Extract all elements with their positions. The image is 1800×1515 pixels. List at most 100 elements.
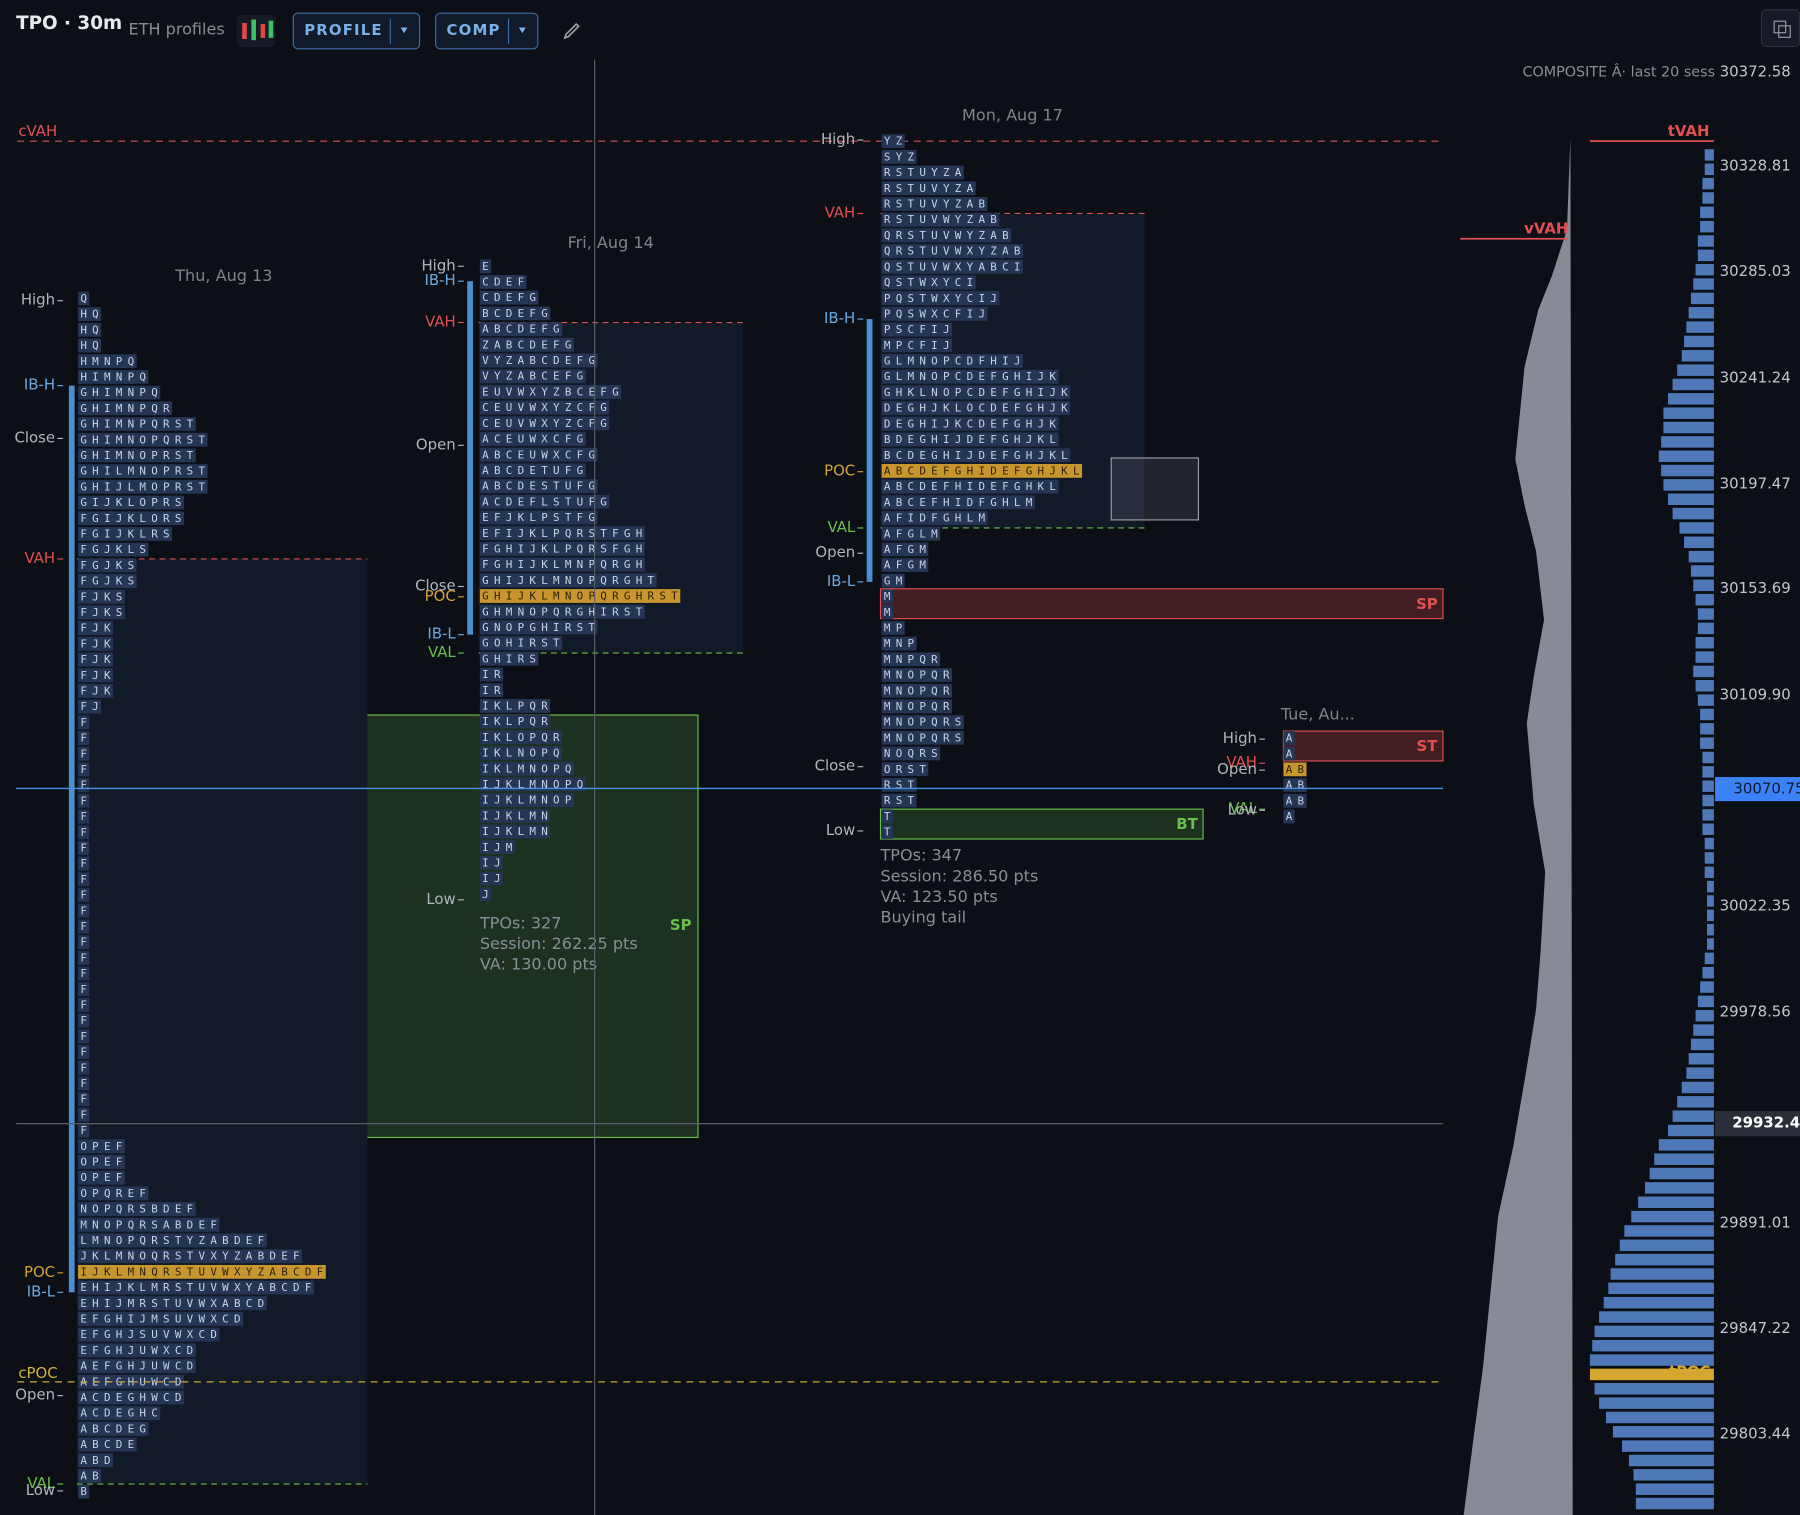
tpo-row: ABCDE xyxy=(80,1438,139,1451)
level-label: Open xyxy=(15,1386,55,1404)
level-label: VAH xyxy=(24,549,55,567)
composite-bar xyxy=(1589,1368,1714,1381)
tpo-row: FGHIJKLPQRSFGH xyxy=(482,542,647,555)
composite-bar xyxy=(1700,737,1714,749)
tpo-row: FJKS xyxy=(80,590,127,603)
tpo-row-bg xyxy=(78,1013,90,1028)
tpo-row-bg xyxy=(479,290,539,305)
level-label: High xyxy=(21,291,55,309)
tpo-row-bg xyxy=(479,353,598,368)
tpo-row-bg xyxy=(78,1170,125,1185)
composite-bar xyxy=(1672,507,1714,520)
level-label: Close xyxy=(415,576,456,594)
tpo-row: EFGHJUWXCD xyxy=(80,1344,198,1357)
tpo-row: GNOPGHIRST xyxy=(482,621,600,634)
tpo-row: GLMNOPCDEFGHIJK xyxy=(884,370,1061,383)
composite-bar xyxy=(1704,149,1714,161)
dropdown-arrow[interactable] xyxy=(518,27,526,34)
annotation-box xyxy=(879,588,1444,620)
tpo-row-bg xyxy=(881,197,988,211)
tpo-row: A xyxy=(1286,810,1298,823)
cpoc-label: cPOC xyxy=(18,1364,57,1382)
tpo-row: OPEF xyxy=(80,1171,127,1184)
level-label: VAH xyxy=(1226,753,1257,771)
tpo-row-bg xyxy=(78,1060,90,1075)
composite-bar xyxy=(1695,1010,1714,1022)
composite-bar xyxy=(1697,608,1714,620)
tpo-row: EFGHIJMSUVWXCD xyxy=(80,1313,245,1326)
tpo-row: FJK xyxy=(80,685,115,698)
tpo-row: GOHIRST xyxy=(482,637,565,650)
tpo-row: F xyxy=(80,904,92,917)
comp-button[interactable]: COMP xyxy=(435,12,539,50)
composite-bar xyxy=(1622,1440,1714,1452)
current-price: 30070.75 xyxy=(1733,780,1800,798)
composite-bar xyxy=(1693,1024,1714,1036)
tpo-row-bg xyxy=(78,307,102,321)
tpo-row-bg xyxy=(78,1123,90,1138)
level-label: VAH xyxy=(425,313,456,331)
tpo-row: F xyxy=(80,967,92,980)
tpo-row: OPQREF xyxy=(80,1187,151,1200)
composite-bar xyxy=(1702,823,1714,835)
button-label[interactable]: PROFILE xyxy=(304,21,383,39)
tpo-row: MNP xyxy=(884,637,919,650)
button-label[interactable]: COMP xyxy=(447,21,501,39)
annotation-label: ST xyxy=(1416,737,1438,755)
tpo-row-bg xyxy=(479,463,586,478)
tpo-row-bg xyxy=(881,416,1059,431)
session-date: Thu, Aug 13 xyxy=(174,266,272,285)
level-label: VAL xyxy=(1229,799,1257,817)
tpo-row: FGJKS xyxy=(80,575,139,588)
level-label: POC xyxy=(824,462,855,480)
composite-bar xyxy=(1603,1296,1714,1309)
price-label: 30153.69 xyxy=(1720,579,1791,597)
tpo-row: F xyxy=(80,936,92,949)
composite-bar xyxy=(1707,938,1714,950)
window-icon[interactable] xyxy=(1760,9,1800,48)
composite-bar xyxy=(1688,307,1714,319)
profile-button[interactable]: PROFILE xyxy=(292,12,421,50)
tpo-row-bg xyxy=(78,762,90,777)
composite-bar xyxy=(1631,1210,1714,1223)
tpo-row: F xyxy=(80,1108,92,1121)
tpo-row: CDEFG xyxy=(482,291,541,304)
tpo-row: GHIMNPQ xyxy=(80,386,163,399)
dropdown-arrow[interactable] xyxy=(400,27,408,34)
tpo-row: RSTUVYZAB xyxy=(884,198,990,211)
tpo-row: PQSWXCFIJ xyxy=(884,307,990,320)
icon-square xyxy=(1773,20,1787,34)
tpo-row: IJKLMN xyxy=(482,825,553,838)
tpo-row-bg xyxy=(881,165,964,180)
tpo-row: AFGM xyxy=(884,559,931,572)
composite-bar xyxy=(1697,249,1714,262)
tpo-row: ABCDEFHIDEFGHKL xyxy=(884,480,1061,493)
tpo-row: ABCDEG xyxy=(80,1422,151,1435)
session-stat: Session: 262.25 pts xyxy=(480,934,638,953)
pencil-icon[interactable] xyxy=(563,22,580,40)
tpo-row: F xyxy=(80,763,92,776)
tpo-row-bg xyxy=(78,1155,125,1169)
tpo-row: F xyxy=(80,1046,92,1059)
button-frame xyxy=(435,12,539,50)
tpo-row: ABD xyxy=(80,1454,115,1467)
tpo-row-bg xyxy=(479,761,574,776)
level-label: Open xyxy=(1217,760,1257,778)
tpo-row: ACDEGHWCD xyxy=(80,1391,186,1404)
price-label: 30372.58 xyxy=(1720,62,1791,80)
tpo-row: PQSTWXYCIJ xyxy=(884,292,1002,305)
composite-bar xyxy=(1693,665,1714,678)
composite-bar xyxy=(1677,364,1714,376)
composite-bar xyxy=(1679,522,1714,534)
tpo-row: QSTWXYCI xyxy=(884,276,979,289)
candle-icon[interactable] xyxy=(236,14,276,48)
tpo-row-bg xyxy=(881,259,1023,274)
annotation-label: SP xyxy=(670,916,692,934)
tpo-row: FGIJKLRS xyxy=(80,527,175,540)
price-label: 30197.47 xyxy=(1720,474,1791,492)
composite-bar xyxy=(1599,1311,1714,1323)
tpo-row: EFGHJSUVWXCD xyxy=(80,1328,222,1341)
tpo-row-bg xyxy=(1283,731,1295,745)
tpo-row-bg xyxy=(881,448,1071,463)
tpo-row: ORST xyxy=(884,763,931,776)
